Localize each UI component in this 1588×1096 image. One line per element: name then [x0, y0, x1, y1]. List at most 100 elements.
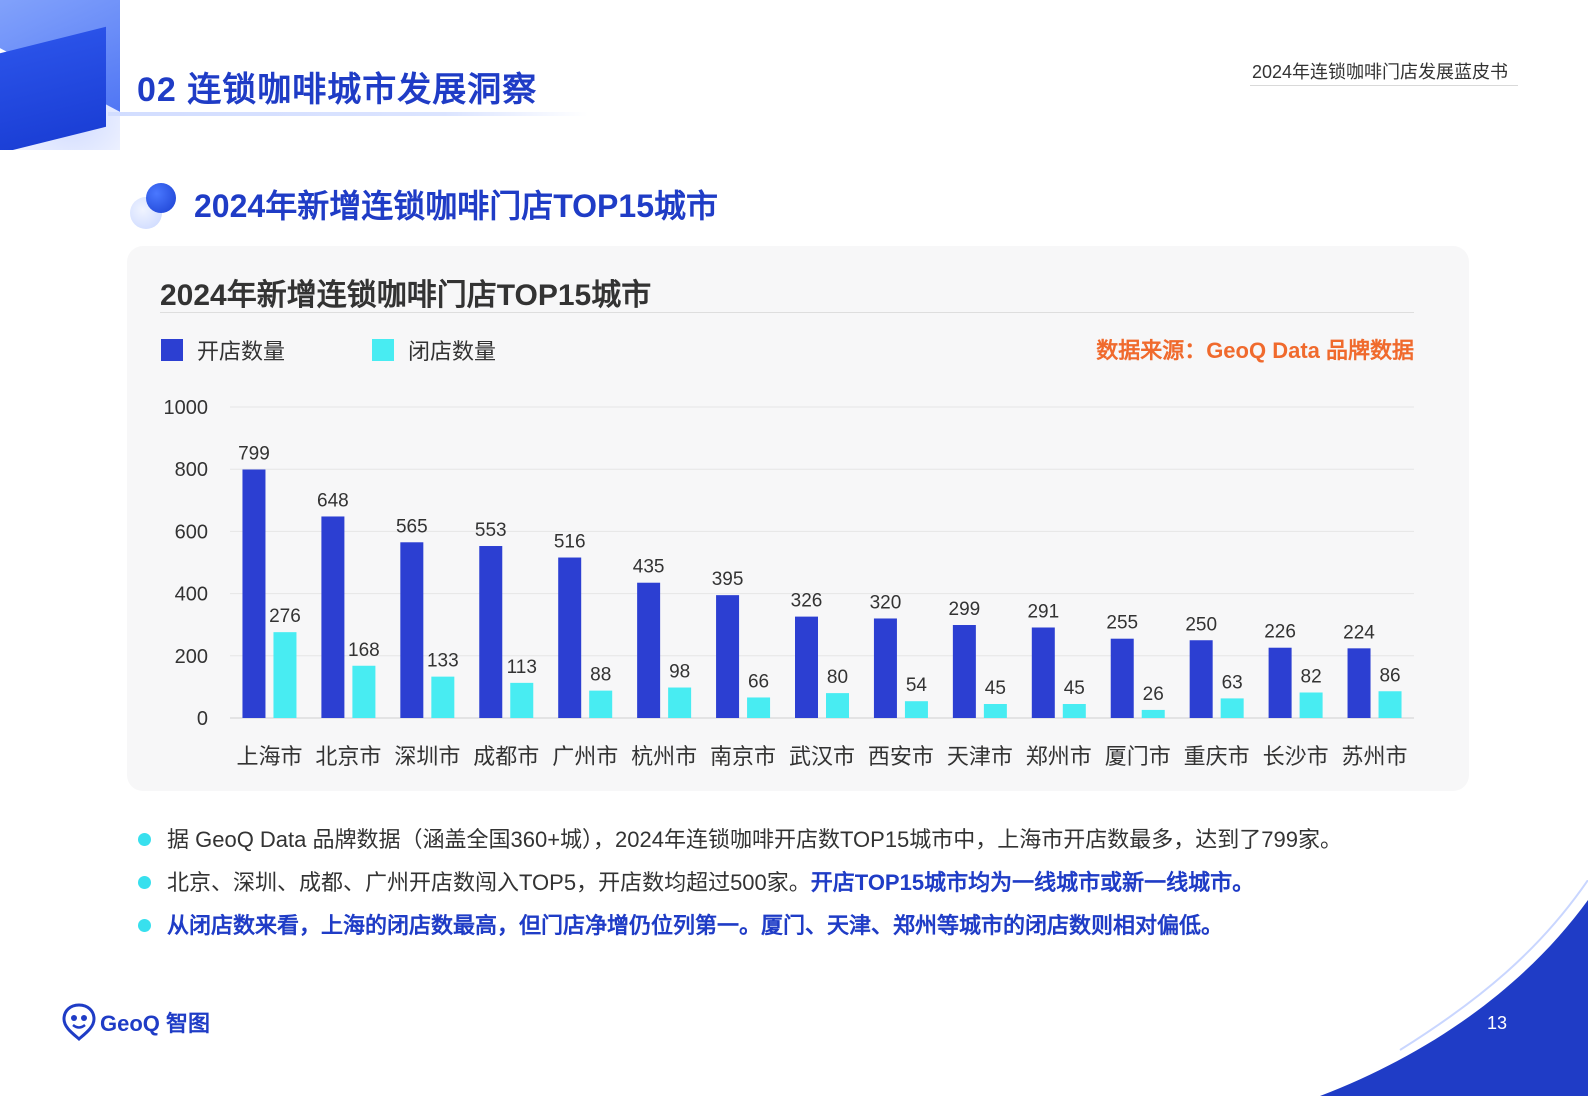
closed-bar — [273, 632, 297, 718]
closed-bar — [589, 690, 613, 718]
legend-open-swatch — [161, 339, 183, 361]
closed-bar — [510, 682, 534, 718]
closed-bar — [1141, 709, 1165, 718]
open-value-label: 291 — [1027, 601, 1059, 622]
bullet-dot — [138, 833, 151, 846]
legend-closed-stores: 闭店数量 — [372, 334, 496, 366]
x-tick-label: 长沙市 — [1263, 744, 1329, 769]
open-value-label: 516 — [554, 532, 586, 553]
closed-value-label: 45 — [985, 678, 1006, 699]
x-tick-label: 天津市 — [947, 744, 1013, 769]
x-tick-label: 厦门市 — [1105, 744, 1171, 769]
y-tick-label: 800 — [175, 459, 208, 481]
bubble-icon — [130, 183, 176, 229]
bullet-list: 据 GeoQ Data 品牌数据（涵盖全国360+城），2024年连锁咖啡开店数… — [137, 818, 1517, 947]
closed-bar — [904, 701, 928, 718]
closed-value-label: 63 — [1222, 672, 1243, 693]
open-value-label: 395 — [712, 569, 744, 590]
open-bar — [1110, 638, 1134, 718]
legend-closed-label: 闭店数量 — [408, 339, 497, 364]
geoq-logo-icon — [62, 1003, 96, 1041]
open-bar — [242, 469, 266, 718]
open-value-label: 565 — [396, 516, 428, 537]
page-subtitle: 2024年新增连锁咖啡门店TOP15城市 — [194, 188, 718, 224]
y-tick-label: 1000 — [164, 397, 209, 419]
corner-decoration — [1320, 880, 1588, 1096]
closed-bar — [352, 665, 376, 718]
closed-bar — [1062, 704, 1086, 718]
closed-value-label: 88 — [590, 665, 611, 686]
closed-value-label: 26 — [1143, 684, 1164, 705]
closed-value-label: 45 — [1064, 678, 1085, 699]
open-value-label: 799 — [238, 444, 270, 465]
open-value-label: 435 — [633, 557, 665, 578]
closed-bar — [1299, 692, 1323, 718]
x-tick-label: 广州市 — [552, 744, 618, 769]
open-value-label: 648 — [317, 490, 349, 511]
closed-bar — [1220, 698, 1244, 718]
y-tick-label: 400 — [175, 584, 208, 606]
closed-value-label: 86 — [1379, 665, 1400, 686]
open-value-label: 226 — [1264, 622, 1296, 643]
bullet-text: 北京、深圳、成都、广州开店数闯入TOP5，开店数均超过500家。 — [167, 870, 811, 895]
x-tick-label: 深圳市 — [394, 744, 460, 769]
open-bar — [1189, 640, 1213, 718]
closed-bar — [826, 693, 849, 718]
open-bar — [400, 542, 424, 718]
report-name: 2024年连锁咖啡门店发展蓝皮书 — [1252, 62, 1509, 82]
x-tick-label: 南京市 — [710, 744, 776, 769]
open-bar — [873, 618, 897, 718]
report-name-rule — [1250, 85, 1518, 86]
closed-value-label: 54 — [906, 675, 928, 696]
open-value-label: 320 — [870, 592, 902, 613]
open-bar — [321, 516, 345, 718]
closed-value-label: 66 — [748, 671, 769, 692]
closed-bar — [1378, 691, 1402, 718]
section-title-underline — [108, 112, 588, 116]
data-source: 数据来源：GeoQ Data 品牌数据 — [1096, 338, 1414, 363]
bullet-dot — [138, 876, 151, 889]
page-number: 13 — [1487, 1013, 1508, 1033]
chart-title: 2024年新增连锁咖啡门店TOP15城市 — [160, 279, 652, 312]
bullet-item: 从闭店数来看，上海的闭店数最高，但门店净增仍位列第一。厦门、天津、郑州等城市的闭… — [137, 904, 1517, 947]
legend-closed-swatch — [372, 339, 394, 361]
open-bar — [479, 546, 503, 718]
open-bar — [952, 625, 976, 718]
bullet-item: 北京、深圳、成都、广州开店数闯入TOP5，开店数均超过500家。开店TOP15城… — [137, 861, 1517, 904]
y-tick-label: 0 — [197, 708, 208, 730]
open-value-label: 250 — [1185, 614, 1217, 635]
x-tick-label: 成都市 — [473, 744, 539, 769]
closed-value-label: 82 — [1301, 666, 1322, 687]
x-tick-label: 西安市 — [868, 744, 934, 769]
bullet-item: 据 GeoQ Data 品牌数据（涵盖全国360+城），2024年连锁咖啡开店数… — [137, 818, 1517, 861]
open-bar — [795, 616, 818, 718]
closed-value-label: 98 — [669, 662, 690, 683]
open-bar — [1347, 648, 1371, 718]
x-tick-label: 郑州市 — [1026, 744, 1092, 769]
x-tick-label: 重庆市 — [1184, 744, 1250, 769]
closed-value-label: 168 — [348, 640, 380, 661]
closed-value-label: 80 — [827, 667, 848, 688]
closed-bar — [983, 704, 1007, 718]
open-bar — [1268, 647, 1292, 718]
bar-chart: 0 200 400 600 800 1000 799 276 上海市 648 168 北京市 565 13… — [164, 397, 1414, 769]
logo-text: GeoQ 智图 — [100, 1011, 211, 1036]
bullet-dot — [138, 919, 151, 932]
x-tick-label: 苏州市 — [1342, 744, 1408, 769]
legend-open-stores: 开店数量 — [161, 334, 285, 366]
decorative-cube — [0, 0, 120, 150]
closed-value-label: 113 — [507, 657, 537, 678]
x-tick-label: 北京市 — [315, 744, 381, 769]
closed-value-label: 276 — [269, 606, 301, 627]
y-tick-label: 200 — [175, 646, 208, 668]
bullet-text: 据 GeoQ Data 品牌数据（涵盖全国360+城），2024年连锁咖啡开店数… — [167, 827, 1343, 852]
closed-bar — [668, 687, 692, 718]
chart-title-rule — [160, 312, 1414, 313]
open-bar — [716, 595, 740, 718]
section-title: 02 连锁咖啡城市发展洞察 — [137, 71, 538, 109]
closed-value-label: 133 — [427, 651, 459, 672]
x-tick-label: 杭州市 — [631, 744, 697, 769]
closed-bar — [747, 697, 771, 718]
y-tick-label: 600 — [175, 521, 208, 543]
x-tick-label: 武汉市 — [789, 744, 855, 769]
